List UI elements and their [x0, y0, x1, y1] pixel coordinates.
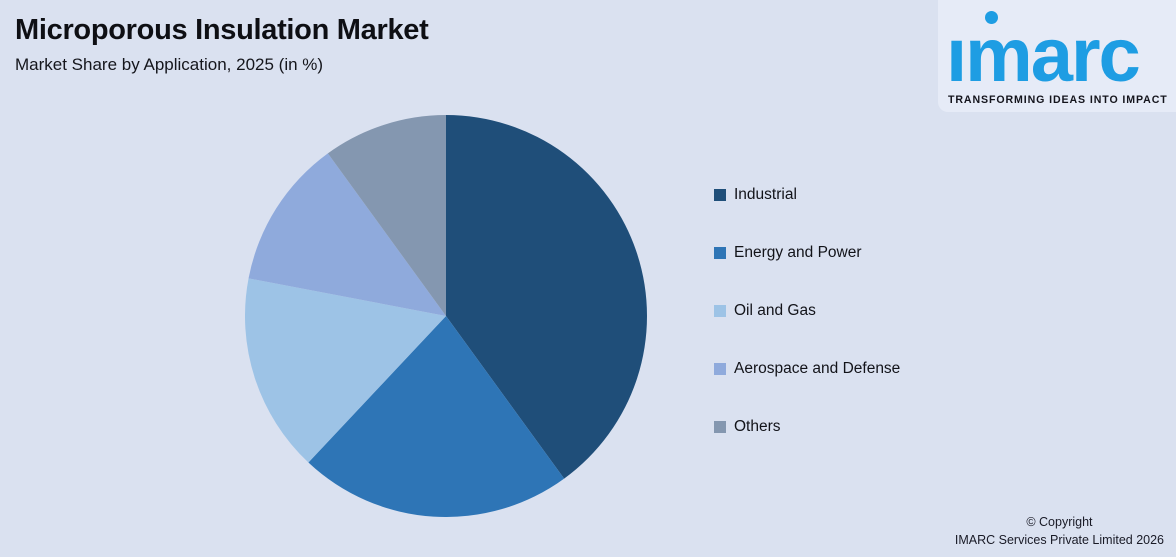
imarc-logo: ımarc TRANSFORMING IDEAS INTO IMPACT — [938, 0, 1176, 112]
pie-slice-energy-and-power — [308, 316, 565, 517]
legend-item-energy-and-power: Energy and Power — [714, 243, 900, 263]
chart-subtitle: Market Share by Application, 2025 (in %) — [15, 55, 324, 74]
logo-tagline: TRANSFORMING IDEAS INTO IMPACT — [948, 94, 1168, 106]
legend-label: Aerospace and Defense — [734, 360, 901, 377]
pie-chart-svg — [245, 115, 647, 517]
chart-title: Microporous Insulation Market — [15, 14, 429, 46]
legend: Industrial Energy and Power Oil and Gas Aer… — [714, 185, 900, 437]
legend-swatch-icon — [714, 305, 726, 317]
legend-label: Industrial — [734, 186, 797, 203]
copyright: © Copyright IMARC Services Private Limit… — [955, 513, 1164, 549]
legend-label: Others — [734, 418, 781, 435]
legend-item-aerospace-and-defense: Aerospace and Defense — [714, 359, 900, 379]
legend-label: Energy and Power — [734, 244, 862, 261]
pie-slice-industrial — [446, 115, 647, 479]
legend-swatch-icon — [714, 189, 726, 201]
pie-slice-others — [327, 115, 446, 316]
legend-swatch-icon — [714, 363, 726, 375]
logo-dot-icon — [985, 11, 998, 24]
logo-wordmark: ımarc — [946, 13, 1141, 98]
copyright-line2: IMARC Services Private Limited 2026 — [954, 532, 1164, 547]
pie-chart — [245, 115, 647, 517]
legend-item-others: Others — [714, 417, 900, 437]
header: Microporous Insulation Market Market Sha… — [15, 14, 429, 75]
legend-swatch-icon — [714, 247, 726, 259]
legend-item-oil-and-gas: Oil and Gas — [714, 301, 900, 321]
pie-slice-oil-and-gas — [245, 278, 446, 463]
legend-swatch-icon — [714, 421, 726, 433]
legend-item-industrial: Industrial — [714, 185, 900, 205]
pie-slice-aerospace-and-defense — [248, 153, 446, 316]
copyright-line1: © Copyright — [1026, 514, 1093, 529]
legend-label: Oil and Gas — [734, 302, 816, 319]
